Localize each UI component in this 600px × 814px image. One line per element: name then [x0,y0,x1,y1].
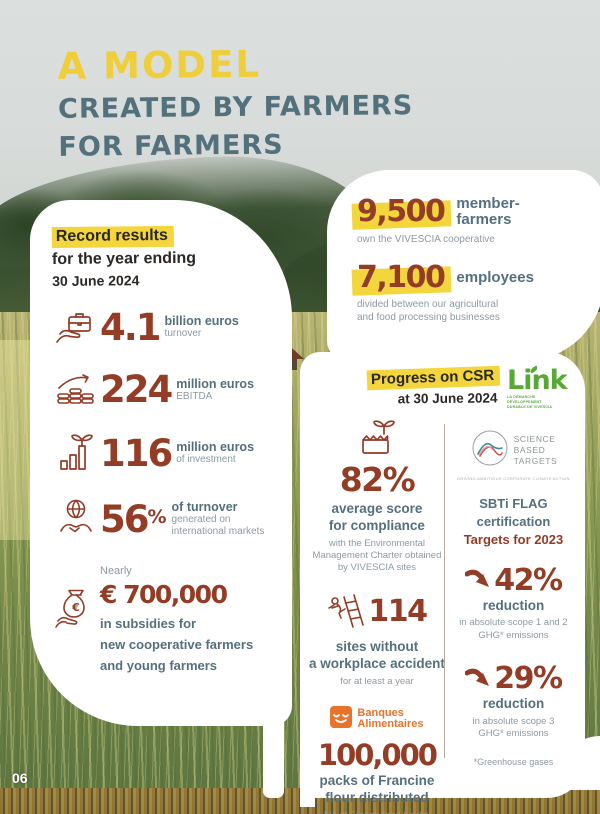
scope3-label: reduction [482,696,545,712]
investment-stat: 116 million euros of investment [52,433,280,473]
investment-value: 116 [100,431,173,475]
page-title-line3: FOR FARMERS [58,129,284,163]
international-label-bold: of turnover [171,500,238,514]
member-farmers-label: member- farmers [456,195,520,228]
subsidy-description: in subsidies for new cooperative farmers… [100,616,254,673]
link-logo-tagline: LA DÉMARCHE DÉVELOPPEMENT DURABLE DE VIV… [507,394,553,409]
banques-alimentaires-logo: Banques Alimentaires [308,705,446,733]
safety-value: 114 [368,594,428,630]
member-farmers-sub: own the VIVESCIA cooperative [357,233,495,245]
csr-header-highlight: Progress on CSR [366,365,501,391]
investment-label-bold: million euros [176,440,255,454]
csr-header: Progress on CSR at 30 June 2024 Link LA … [304,362,577,410]
compliance-label: average score for compliance [328,501,425,533]
member-farmers-value: 9,500 [357,193,446,229]
compliance-sub: with the Environmental Management Charte… [312,537,442,574]
subsidy-stat: € Nearly € 700,000 in subsidies for new … [52,565,280,676]
ebitda-value: 224 [100,368,173,411]
banques-alimentaires-icon [330,705,353,733]
csr-progress-card: Progress on CSR at 30 June 2024 Link LA … [300,352,585,814]
turnover-label-bold: billion euros [164,314,239,328]
turnover-label: billion euros turnover [165,314,239,340]
investment-label-sub: of investment [176,454,236,465]
safety-label: sites without a workplace accident [309,638,445,671]
employees-value-highlight: 7,100 [357,259,446,295]
international-label-sub: generated on international markets [171,514,265,537]
international-stat: 56% of turnover generated on internation… [52,498,280,540]
sbti-certification: SBTi FLAG certification Targets for 2023 [463,496,564,548]
column-divider [444,424,445,758]
globe-handshake-icon [52,498,100,540]
record-results-line2: for the year ending [51,249,197,268]
arrow-down-right-icon [464,665,491,694]
compliance-value: 82% [339,460,416,500]
subsidy-text: Nearly € 700,000 in subsidies for new co… [100,565,253,676]
scope12-label: reduction [482,597,545,613]
subsidy-qualifier: Nearly [100,565,132,577]
coins-growth-icon [52,372,100,408]
ebitda-label-bold: million euros [176,376,255,391]
crate-plant-icon [308,416,446,461]
investment-label: million euros of investment [176,440,254,466]
flour-packs-value: 100,000 [317,737,438,772]
ladder-fall-icon [327,591,365,634]
flour-packs-label: packs of Francine flour distributed [319,772,435,805]
page-number: 06 [12,770,28,786]
science-based-targets-tagline: DRIVING AMBITIOUS CORPORATE CLIMATE ACTI… [457,476,570,482]
scope3-stat-row: 29% [452,664,575,694]
ebitda-label: million euros EBITDA [176,377,254,403]
ebitda-label-sub: EBITDA [176,390,213,402]
svg-text:€: € [71,601,80,614]
member-farmers-value-highlight: 9,500 [357,193,446,229]
employees-value: 7,100 [357,259,446,295]
csr-right-column: SCIENCE BASED TARGETS DRIVING AMBITIOUS … [450,412,577,814]
scope12-sub: in absolute scope 1 and 2 GHG* emissions [459,617,568,641]
leaf-icon [529,365,539,374]
members-card: 9,500 member- farmers own the VIVESCIA c… [327,170,600,361]
international-label: of turnover generated on international m… [172,500,280,538]
science-based-targets-wordmark: SCIENCE BASED TARGETS [513,433,558,467]
percent-sign: % [147,505,167,528]
employees-stat: 7,100 employees divided between our agri… [357,259,590,324]
turnover-stat: 4.1 billion euros turnover [52,308,280,346]
arrow-down-right-icon [464,566,491,595]
csr-header-date: at 30 June 2024 [397,390,498,407]
safety-sub: for at least a year [340,675,414,687]
turnover-value: 4.1 [100,305,162,349]
safety-stat-row: 114 [308,591,446,634]
ebitda-stat: 224 million euros EBITDA [52,371,280,408]
scope12-stat-row: 42% [452,562,575,598]
scope3-value: 29% [494,661,563,697]
international-value: 56% [100,497,167,541]
banques-alimentaires-wordmark: Banques Alimentaires [357,706,424,731]
money-bag-icon: € [52,565,100,676]
record-results-heading: Record results for the year ending 30 Ju… [51,225,281,289]
scope12-value: 42% [494,562,563,598]
record-results-card: Record results for the year ending 30 Ju… [30,200,292,726]
science-based-targets-logo: SCIENCE BASED TARGETS [452,428,575,473]
csr-left-column: 82% average score for compliance with th… [304,412,450,814]
briefcase-hand-icon [52,308,100,346]
employees-sub: divided between our agricultural and foo… [357,298,500,323]
page-title-line2: CREATED BY FARMERS [57,90,414,125]
record-results-line3: 30 June 2024 [52,272,140,289]
investment-growth-icon [52,433,100,473]
employees-label: employees [456,268,534,286]
page-title: A MODEL CREATED BY FARMERS FOR FARMERS [57,42,414,163]
ghg-footnote: *Greenhouse gases [473,756,554,767]
subsidy-value: € 700,000 [100,580,228,609]
record-results-highlight: Record results [51,225,174,248]
link-logo: Link LA DÉMARCHE DÉVELOPPEMENT DURABLE D… [507,365,569,410]
science-based-targets-icon [470,428,510,473]
link-logo-wordmark: Link [507,365,568,396]
scope3-sub: in absolute scope 3 GHG* emissions [472,716,555,740]
turnover-label-sub: turnover [164,328,202,339]
member-farmers-stat: 9,500 member- farmers own the VIVESCIA c… [357,196,590,246]
flour-packs-sub: 1/4 of French food banks' annual require… [308,810,446,814]
page-title-line1: A MODEL [57,42,262,88]
